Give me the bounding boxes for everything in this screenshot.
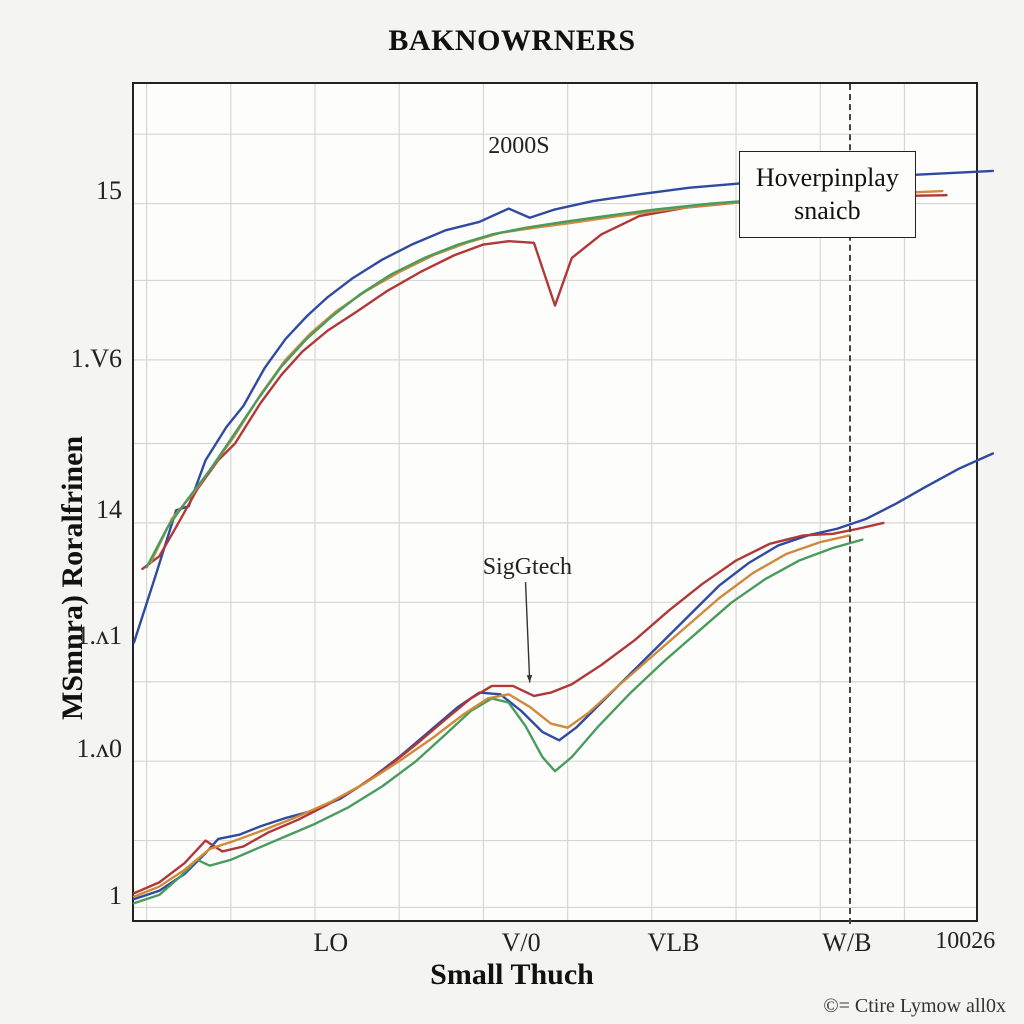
y-tick-label: 14 <box>96 495 122 525</box>
y-axis-label: MSmnra) Roralfrinen <box>56 436 90 720</box>
legend-line: snaicb <box>756 195 899 228</box>
x-tick-label: VLB <box>647 928 699 958</box>
y-tick-label: 15 <box>96 176 122 206</box>
chart-container: BAKNOWRNERS MSmnra) Roralfrinen Hoverpin… <box>0 0 1024 1024</box>
lower-orange <box>134 535 850 896</box>
plot-area: Hoverpinplaysnaicb 2000S SigGtech <box>132 82 978 922</box>
x-tick-label: W/B <box>822 928 871 958</box>
upper-orange <box>151 191 942 562</box>
lower-blue <box>134 454 993 900</box>
lower-green <box>134 540 862 904</box>
label-2000s: 2000S <box>488 133 549 160</box>
legend-box: Hoverpinplaysnaicb <box>739 151 916 238</box>
y-tick-label: 1.V6 <box>71 344 122 374</box>
label-siggtech: SigGtech <box>483 554 572 581</box>
x-tick-label: LO <box>313 928 348 958</box>
credit-text: ©= Ctire Lymow all0x <box>823 995 1006 1018</box>
x-axis-label: Small Thuch <box>0 958 1024 992</box>
y-tick-label: 1.ʌ1 <box>77 621 123 651</box>
chart-title: BAKNOWRNERS <box>0 24 1024 58</box>
upper-red <box>142 195 946 569</box>
y-tick-label: 1.ʌ0 <box>77 734 123 764</box>
y-tick-label: 1 <box>109 881 122 911</box>
x-tick-label: 10026 <box>935 928 995 955</box>
legend-line: Hoverpinplay <box>756 162 899 195</box>
x-tick-label: V/0 <box>502 928 541 958</box>
